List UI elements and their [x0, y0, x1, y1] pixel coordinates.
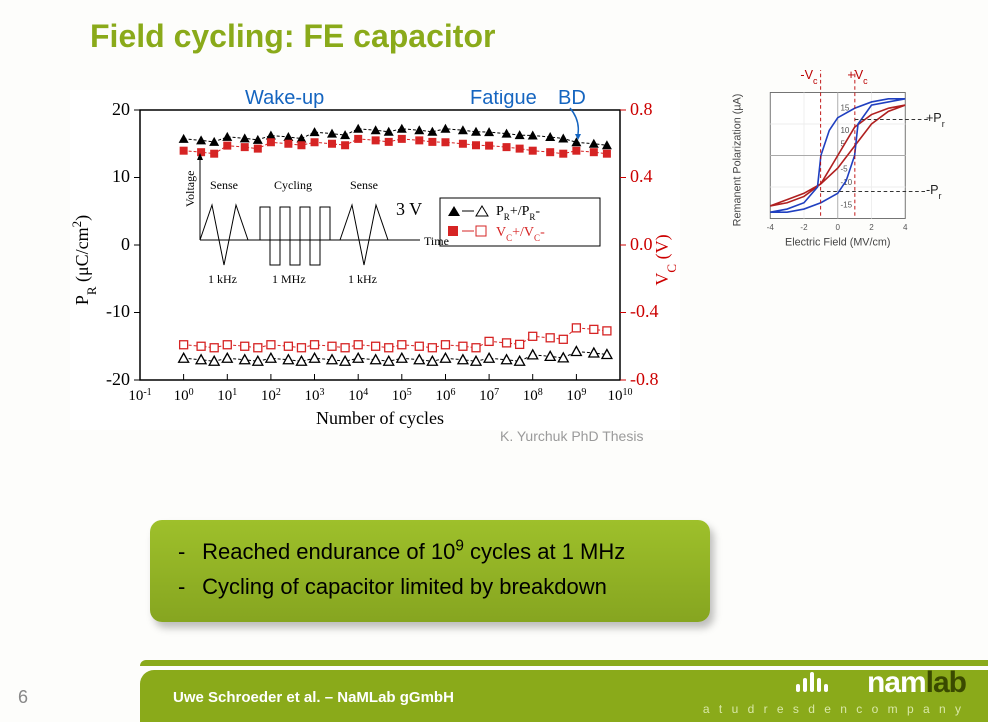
svg-text:10: 10 — [840, 126, 849, 135]
svg-text:100: 100 — [174, 387, 194, 405]
svg-text:0.8: 0.8 — [630, 99, 653, 119]
footer-accent — [140, 660, 988, 666]
svg-text:-4: -4 — [767, 223, 775, 232]
svg-text:-10: -10 — [106, 301, 130, 321]
annot-bd: BD — [558, 90, 586, 109]
svg-text:105: 105 — [392, 387, 412, 405]
annot-fatigue: Fatigue — [470, 90, 537, 109]
cycling-chart: 20 10 0 -10 -20 0.8 0.4 0.0 -0.4 -0.8 10… — [70, 90, 680, 430]
svg-text:0: 0 — [836, 223, 841, 232]
svg-text:-20: -20 — [106, 369, 130, 389]
svg-text:106: 106 — [436, 387, 456, 405]
y-left-label: PR (μC/cm2) — [70, 215, 99, 305]
legend: PR+/PR- VC+/VC- — [440, 198, 600, 246]
svg-text:2: 2 — [869, 223, 874, 232]
svg-text:-2: -2 — [800, 223, 808, 232]
annot-wakeup: Wake-up — [245, 90, 324, 109]
svg-text:20: 20 — [112, 99, 130, 119]
svg-text:Voltage: Voltage — [183, 171, 197, 207]
svg-text:4: 4 — [903, 223, 908, 232]
footer-tagline: a t u d r e s d e n c o m p a n y — [703, 702, 964, 716]
hyst-x-label: Electric Field (MV/cm) — [785, 237, 890, 249]
svg-text:1 kHz: 1 kHz — [208, 272, 237, 286]
page-number: 6 — [18, 687, 28, 708]
svg-text:3 V: 3 V — [396, 199, 422, 219]
svg-text:108: 108 — [523, 387, 543, 405]
svg-text:Cycling: Cycling — [274, 178, 312, 192]
minus-vc-label: -Vc — [800, 70, 818, 86]
svg-text:Sense: Sense — [210, 178, 238, 192]
svg-text:109: 109 — [566, 387, 586, 405]
svg-text:1 MHz: 1 MHz — [272, 272, 306, 286]
svg-text:-5: -5 — [840, 165, 848, 174]
svg-text:Time: Time — [424, 234, 449, 248]
slide-title: Field cycling: FE capacitor — [90, 18, 495, 55]
svg-text:103: 103 — [305, 387, 325, 405]
svg-text:Sense: Sense — [350, 178, 378, 192]
svg-text:-0.4: -0.4 — [630, 301, 659, 321]
y-left-ticks: 20 10 0 -10 -20 — [106, 99, 140, 389]
footer-author: Uwe Schroeder et al. – NaMLab gGmbH — [173, 689, 454, 706]
svg-text:-15: -15 — [840, 201, 852, 210]
svg-text:102: 102 — [261, 387, 281, 405]
logo-bars-icon — [796, 672, 828, 692]
citation: K. Yurchuk PhD Thesis — [500, 428, 643, 444]
namlab-logo: namlab — [867, 666, 966, 700]
hyst-y-label: Remanent Polarization (µA) — [732, 94, 744, 227]
svg-text:-0.8: -0.8 — [630, 369, 659, 389]
hysteresis-chart: -4-2 024 15105 -5-10-15 Electric Field (… — [718, 70, 953, 250]
svg-text:0.0: 0.0 — [630, 234, 653, 254]
svg-text:107: 107 — [479, 387, 499, 405]
svg-text:10: 10 — [112, 166, 130, 186]
minus-pr-label: -Pr — [926, 183, 942, 201]
summary-callout: - Reached endurance of 109 cycles at 1 M… — [150, 520, 710, 622]
svg-text:1 kHz: 1 kHz — [348, 272, 377, 286]
svg-text:0.4: 0.4 — [630, 166, 653, 186]
bullet-1: - Reached endurance of 109 cycles at 1 M… — [178, 534, 688, 569]
x-axis-label: Number of cycles — [316, 408, 444, 428]
svg-text:104: 104 — [348, 387, 368, 405]
svg-text:10-1: 10-1 — [128, 387, 151, 405]
plus-vc-label: +Vc — [847, 70, 868, 86]
y-right-label: VC (V) — [652, 234, 679, 285]
svg-text:0: 0 — [121, 234, 130, 254]
plus-pr-label: +Pr — [926, 111, 945, 129]
bullet-2: - Cycling of capacitor limited by breakd… — [178, 569, 688, 604]
svg-text:101: 101 — [217, 387, 237, 405]
svg-text:1010: 1010 — [608, 387, 633, 405]
